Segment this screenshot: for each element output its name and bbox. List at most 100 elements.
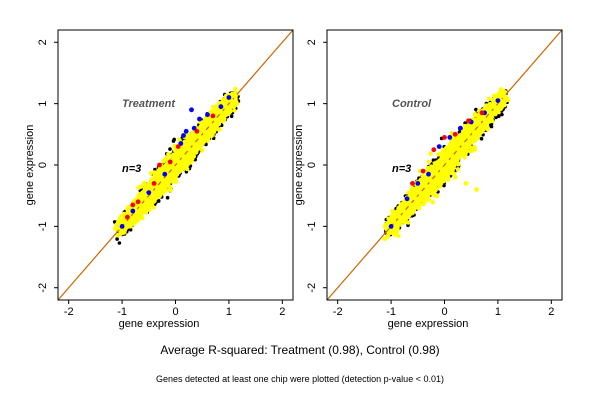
data-point xyxy=(213,117,219,122)
cloud-point xyxy=(166,183,171,188)
data-point xyxy=(232,93,238,99)
data-point xyxy=(135,199,141,205)
data-point xyxy=(210,113,216,119)
data-point xyxy=(157,162,162,168)
cloud-point-dark xyxy=(500,112,504,117)
cloud-point xyxy=(174,170,180,175)
data-point xyxy=(130,202,136,208)
cloud-point xyxy=(217,100,222,106)
data-point xyxy=(223,104,229,110)
cloud-point xyxy=(164,155,169,161)
cloud-point xyxy=(210,132,215,137)
cloud-point xyxy=(115,233,120,238)
cloud-point xyxy=(202,117,208,122)
series-2 xyxy=(125,113,216,220)
cloud-point xyxy=(188,150,193,155)
y-tick-label: 0 xyxy=(37,162,49,168)
data-point xyxy=(191,125,197,131)
cloud-point xyxy=(145,186,150,191)
cloud-point-dark xyxy=(431,158,436,162)
data-point xyxy=(138,203,144,208)
data-point xyxy=(202,129,208,135)
cloud-point xyxy=(231,104,237,109)
cloud-point xyxy=(186,161,191,166)
cloud-point xyxy=(142,180,147,186)
cloud-point xyxy=(152,192,158,198)
cloud-point xyxy=(225,110,231,115)
cloud-point-dark xyxy=(128,228,133,232)
data-point xyxy=(146,190,152,196)
cloud-point-dark xyxy=(494,115,498,120)
data-point xyxy=(191,141,197,147)
data-point xyxy=(181,133,186,138)
cloud-point xyxy=(156,168,161,174)
x-axis-label: gene expression xyxy=(119,318,200,330)
cloud-point xyxy=(211,128,217,133)
data-point xyxy=(189,107,194,113)
data-point xyxy=(162,171,168,177)
cloud-point xyxy=(172,147,177,153)
identity-line xyxy=(58,30,293,300)
cloud-point xyxy=(188,154,194,159)
y-axis-label: gene expression xyxy=(24,125,36,206)
cloud-point xyxy=(182,146,187,151)
cloud-point-dark xyxy=(172,137,176,142)
data-point xyxy=(122,219,128,225)
cloud-point xyxy=(213,105,218,111)
data-point xyxy=(119,224,125,229)
y-tick-label: 2 xyxy=(37,39,49,45)
cloud-point xyxy=(203,122,208,127)
data-point xyxy=(207,122,213,127)
cloud-point xyxy=(171,173,177,178)
cloud-point xyxy=(166,152,171,157)
data-point xyxy=(125,214,130,220)
cloud-point xyxy=(232,108,237,113)
cloud-point xyxy=(138,184,144,189)
x-tick-label: -1 xyxy=(117,306,127,318)
cloud-point xyxy=(149,201,155,206)
y-tick-label: -1 xyxy=(37,221,49,231)
data-point xyxy=(218,104,224,110)
data-point xyxy=(154,184,160,190)
data-point xyxy=(170,165,176,170)
data-point xyxy=(186,146,192,152)
data-point xyxy=(175,144,181,150)
cloud-point xyxy=(140,216,145,221)
plot-area xyxy=(327,30,562,300)
cloud-point xyxy=(202,137,207,142)
data-point xyxy=(151,181,157,186)
cloud-point xyxy=(206,135,211,141)
y-tick-label: -2 xyxy=(37,283,49,293)
cloud-point xyxy=(184,140,190,146)
x-tick-label: -2 xyxy=(64,306,74,318)
data-point xyxy=(143,197,149,202)
data-point xyxy=(197,134,202,140)
series-0 xyxy=(117,93,238,231)
panel-title: Treatment xyxy=(122,98,176,110)
cloud-point-dark xyxy=(165,195,170,200)
cloud-point xyxy=(233,86,238,92)
data-point xyxy=(229,98,235,104)
cloud-point xyxy=(215,126,220,132)
cloud-point xyxy=(161,159,166,164)
cloud-point-dark xyxy=(489,124,494,129)
cloud-point xyxy=(144,202,149,208)
cloud-point-dark xyxy=(156,199,161,203)
data-point xyxy=(167,159,173,165)
x-tick-label: 1 xyxy=(226,306,232,318)
data-point xyxy=(197,116,202,122)
cloud-point xyxy=(182,165,188,170)
data-point xyxy=(159,177,165,183)
data-point xyxy=(226,95,232,100)
cloud-point-dark xyxy=(229,114,234,119)
cloud-point-dark xyxy=(463,121,467,125)
cloud-point xyxy=(137,207,143,213)
cloud-point-dark xyxy=(115,237,119,241)
data-point xyxy=(130,208,136,214)
cloud-point xyxy=(200,148,205,153)
data-point xyxy=(175,158,181,164)
x-tick-label: 2 xyxy=(279,306,285,318)
cloud-point xyxy=(141,191,146,196)
